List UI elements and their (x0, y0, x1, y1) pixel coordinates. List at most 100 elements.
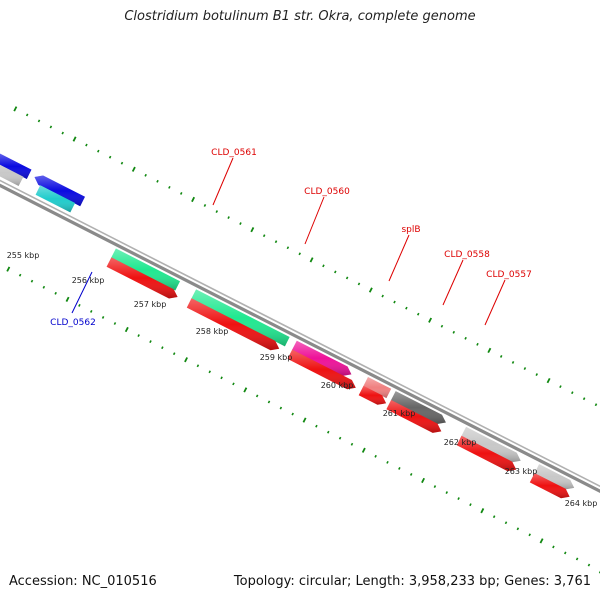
dotted-circle-tick (504, 521, 508, 525)
dotted-circle-tick (405, 306, 408, 310)
dotted-circle-tick (172, 352, 176, 356)
gene-features (0, 153, 575, 499)
dotted-circle-tick (124, 326, 129, 333)
ruler-tick-label: 263 kbp (505, 467, 538, 476)
gene-arrow-shading (461, 426, 521, 463)
dotted-circle-tick (191, 196, 196, 203)
dotted-circle-tick (72, 136, 77, 142)
dotted-circle-tick (262, 234, 266, 238)
dotted-circle-tick (298, 252, 301, 256)
dotted-circle-tick (196, 364, 200, 368)
dotted-circle-tick (428, 317, 433, 323)
dotted-circle-tick (350, 442, 354, 446)
gene-arrow-shading (534, 464, 575, 490)
dotted-circle-tick (30, 279, 34, 283)
ruler-tick-labels: 255 kbp 256 kbp 257 kbp 258 kbp 259 kbp 260 k… (7, 251, 598, 508)
dotted-circle-tick (499, 355, 503, 358)
dotted-circle-tick (18, 273, 22, 277)
dotted-circle-tick (274, 240, 278, 244)
gene-label: CLD_0558 (444, 250, 490, 260)
dotted-circle-tick (65, 296, 70, 302)
dotted-circle-tick (203, 204, 207, 207)
dotted-circle-tick (523, 367, 527, 370)
dotted-circle-tick (302, 417, 307, 423)
backbone-track (0, 179, 600, 493)
dotted-circle-tick (101, 316, 105, 319)
dotted-circle-tick (445, 491, 449, 494)
backbone-line (0, 179, 600, 488)
dotted-circle-tick (42, 285, 46, 289)
dotted-circle-tick (476, 342, 479, 346)
gene-arrow-shading (34, 175, 85, 207)
dotted-circle-tick (464, 336, 467, 340)
gene-arrow-shading (0, 153, 32, 179)
ruler-tick-label: 264 kbp (565, 499, 598, 508)
dotted-circle-tick (54, 291, 57, 295)
dotted-circle-tick (587, 563, 591, 567)
dotted-circle-tick (357, 282, 361, 286)
gene-arrow-shading (363, 377, 392, 399)
dotted-circle-tick (215, 210, 219, 213)
gene-label: CLD_0560 (304, 187, 350, 197)
dotted-circle-tick (409, 473, 413, 476)
dotted-circle-tick (267, 400, 271, 404)
dotted-circle-tick (279, 406, 283, 410)
dotted-circle-tick (25, 113, 29, 117)
dotted-circle-tick (6, 266, 11, 272)
dotted-circle-tick (361, 447, 366, 453)
dotted-circle-tick (374, 454, 377, 458)
dotted-circle-tick (149, 340, 152, 344)
dotted-circle-tick (452, 330, 456, 334)
dotted-circle-tick (564, 551, 567, 555)
dotted-circle-tick (345, 276, 349, 280)
dotted-circle-tick (239, 222, 242, 226)
gene-label: CLD_0561 (211, 148, 257, 158)
dotted-circle-tick (516, 527, 520, 531)
dotted-circle-tick (291, 412, 294, 416)
inner-dotted-circle (6, 266, 600, 574)
gene-arrow-shading (390, 391, 446, 424)
dotted-circle-tick (334, 270, 337, 274)
dotted-circle-tick (309, 257, 314, 263)
ruler-tick-label: 261 kbp (383, 409, 416, 418)
dotted-circle-tick (156, 179, 159, 183)
dotted-circle-tick (539, 538, 544, 544)
dotted-circle-tick (315, 424, 318, 428)
dotted-circle-tick (179, 191, 183, 195)
gene-labels: CLD_0562 CLD_0561 CLD_0560 splB CLD_0558 CLD_… (50, 148, 532, 328)
dotted-circle-tick (131, 166, 136, 172)
dotted-circle-tick (220, 376, 223, 380)
dotted-circle-tick (511, 361, 515, 364)
ruler-tick-label: 259 kbp (260, 353, 293, 362)
dotted-circle-tick (571, 391, 574, 395)
gene-arrow-shading (456, 435, 517, 472)
dotted-circle-tick (208, 370, 212, 374)
ruler-tick-label: 255 kbp (7, 251, 40, 260)
label-leader-line (304, 196, 325, 245)
outer-dotted-circle (13, 106, 598, 407)
dotted-circle-tick (13, 106, 18, 112)
dotted-circle-tick (416, 312, 420, 316)
dotted-circle-tick (161, 346, 164, 350)
dotted-circle-tick (398, 466, 401, 470)
dotted-circle-tick (594, 403, 598, 407)
ruler-tick-label: 258 kbp (196, 327, 229, 336)
dotted-circle-tick (108, 155, 112, 159)
dotted-circle-tick (168, 185, 171, 189)
dotted-circle-tick (250, 227, 255, 233)
dotted-circle-tick (575, 557, 579, 561)
dotted-circle-tick (184, 357, 188, 363)
dotted-circle-tick (97, 149, 100, 153)
gene-arrow-shading (111, 248, 180, 291)
dotted-circle-tick (326, 430, 330, 434)
dotted-circle-tick (433, 485, 437, 488)
accession-text: Accession: NC_010516 (9, 574, 157, 589)
dotted-circle-tick (582, 397, 586, 401)
dotted-circle-tick (78, 303, 81, 307)
label-leader-line (442, 259, 464, 306)
gene-arrow-shading (191, 289, 290, 347)
label-leader-line (212, 157, 234, 206)
dotted-circle-tick (368, 287, 373, 293)
dotted-circle-tick (338, 436, 342, 440)
